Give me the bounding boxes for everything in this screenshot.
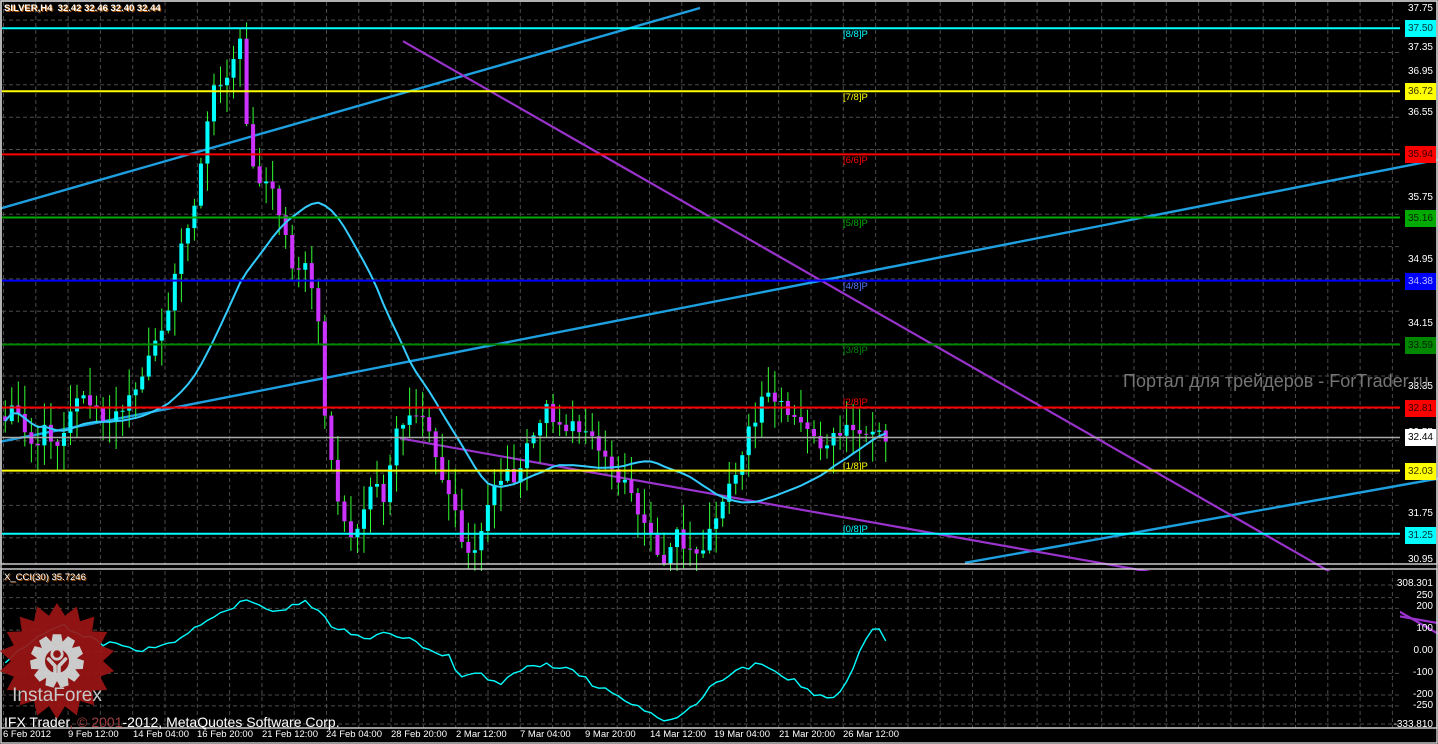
svg-text:InstaForex: InstaForex [12, 685, 102, 706]
